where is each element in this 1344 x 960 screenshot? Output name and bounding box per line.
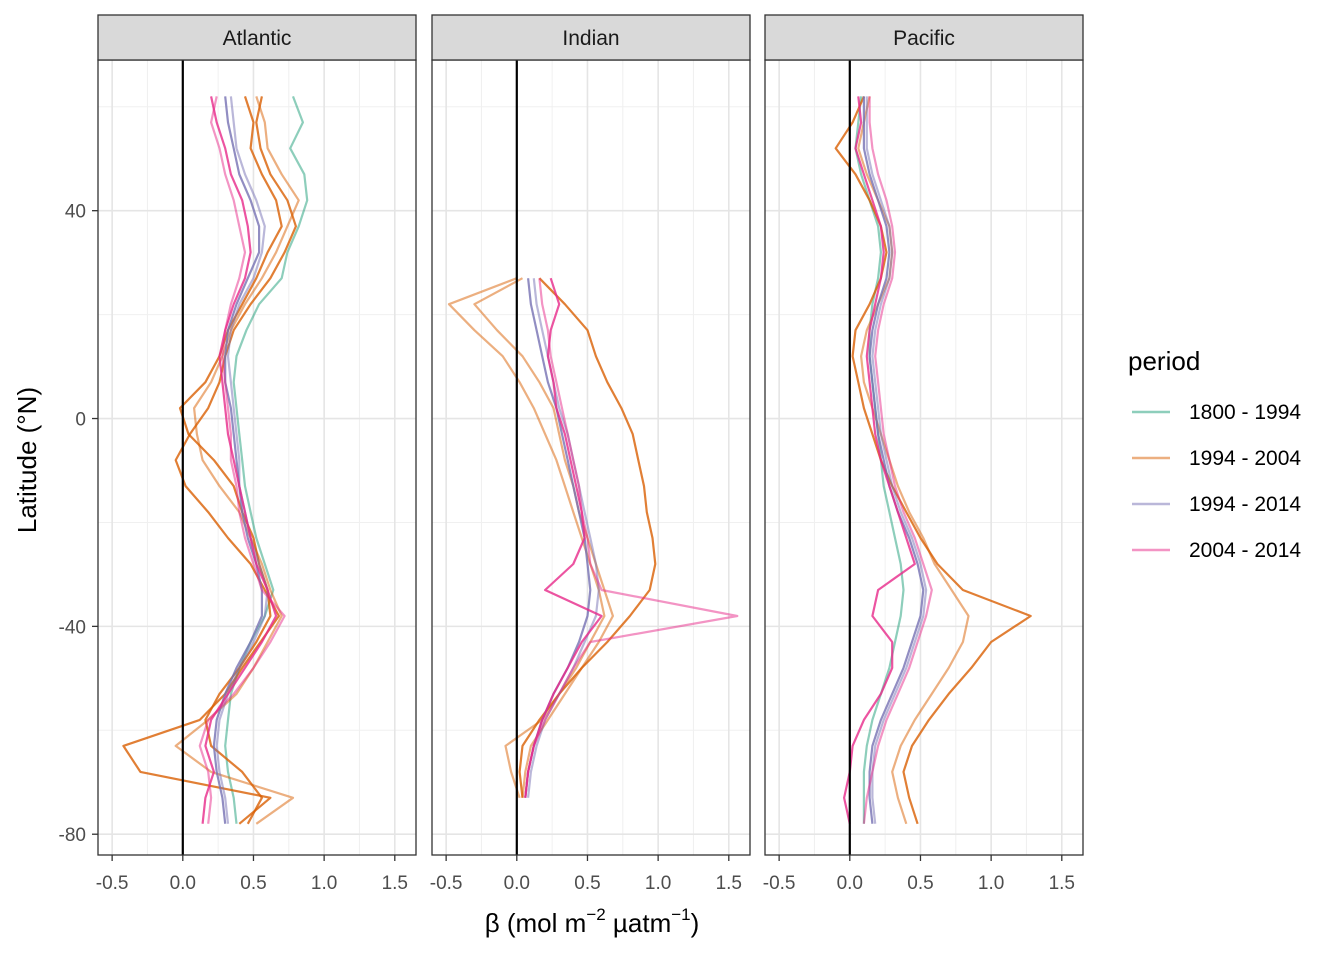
y-tick-label: 40 xyxy=(65,202,86,223)
series-line xyxy=(865,96,928,824)
facet-strip-label: Pacific xyxy=(893,27,955,50)
x-tick-label: -0.5 xyxy=(96,873,129,894)
x-tick-label: 1.0 xyxy=(311,873,337,894)
x-axis-title-base: β (mol m xyxy=(485,908,587,938)
series-line xyxy=(524,277,603,798)
series-line xyxy=(862,96,925,824)
series-line xyxy=(122,96,297,825)
y-tick-label: 0 xyxy=(75,410,86,431)
series-line xyxy=(198,96,286,824)
facet-panel: Pacific -0.5 0.0 0.5 1.0 1.5 xyxy=(763,14,1084,894)
x-tick-label: 0.0 xyxy=(170,873,196,894)
facet-panel: Atlantic -0.5 0.0 0.5 1.0 1.5 -80 -40 0 40 xyxy=(59,14,417,894)
series-line xyxy=(447,277,606,799)
x-tick-label: 1.5 xyxy=(716,873,742,894)
legend-label: 1994 - 2004 xyxy=(1189,447,1301,470)
panel-background xyxy=(432,60,750,855)
facet-strip-label: Atlantic xyxy=(223,27,292,50)
x-axis-title-end: ) xyxy=(691,908,700,938)
x-tick-label: 1.5 xyxy=(382,873,408,894)
x-axis-title-sup1: −2 xyxy=(586,905,605,924)
series-line xyxy=(201,96,278,824)
series-line xyxy=(862,96,933,824)
x-tick-label: -0.5 xyxy=(763,873,796,894)
legend: period 1800 - 1994 1994 - 2004 1994 - 2014… xyxy=(1128,346,1301,562)
x-tick-label: 1.0 xyxy=(978,873,1004,894)
x-tick-label: -0.5 xyxy=(430,873,463,894)
series-line xyxy=(174,96,300,825)
series-lines xyxy=(834,95,1032,825)
series-line xyxy=(842,96,916,825)
x-tick-label: 1.5 xyxy=(1049,873,1075,894)
series-line xyxy=(178,96,283,825)
panel-background xyxy=(765,60,1083,855)
x-axis-title-sup2: −1 xyxy=(671,905,690,924)
facet-panel: Indian -0.5 0.0 0.5 1.0 1.5 xyxy=(430,14,751,894)
legend-label: 1994 - 2014 xyxy=(1189,493,1301,516)
facet-strip xyxy=(431,14,751,61)
x-tick-label: 0.5 xyxy=(907,873,933,894)
y-axis-title: Latitude (°N) xyxy=(12,387,42,533)
gridlines xyxy=(765,60,1083,855)
legend-label: 1800 - 1994 xyxy=(1189,401,1301,424)
x-axis-title: β (mol m−2 µatm−1) xyxy=(485,905,700,938)
series-lines xyxy=(447,277,739,799)
series-line xyxy=(224,96,309,824)
facet-strip xyxy=(764,14,1084,61)
facet-strip xyxy=(97,14,417,61)
x-tick-label: 0.0 xyxy=(504,873,530,894)
legend-label: 2004 - 2014 xyxy=(1189,539,1301,562)
x-tick-label: 1.0 xyxy=(645,873,671,894)
x-tick-label: 0.5 xyxy=(574,873,600,894)
panel-background xyxy=(98,60,416,855)
y-tick-label: -80 xyxy=(59,825,86,846)
x-axis-title-mid: µatm xyxy=(606,908,672,938)
x-tick-label: 0.0 xyxy=(837,873,863,894)
facet-strip-label: Indian xyxy=(562,27,619,50)
x-tick-label: 0.5 xyxy=(240,873,266,894)
series-lines xyxy=(122,96,309,825)
series-line xyxy=(524,278,739,798)
y-tick-label: -40 xyxy=(59,617,86,638)
facet-panels: Atlantic -0.5 0.0 0.5 1.0 1.5 -80 -40 0 40 Indian -… xyxy=(59,14,1084,894)
legend-title: period xyxy=(1128,346,1200,376)
